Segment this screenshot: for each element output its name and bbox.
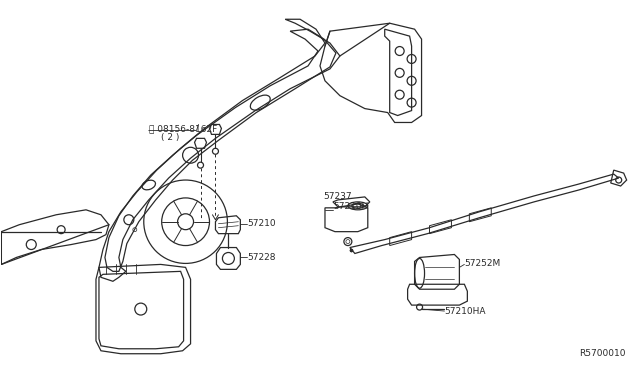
Text: ( 2 ): ( 2 ) xyxy=(161,133,179,142)
Text: 57228: 57228 xyxy=(247,253,276,262)
Text: R5700010: R5700010 xyxy=(579,349,625,358)
Text: 57210HA: 57210HA xyxy=(444,307,486,315)
Text: 57237: 57237 xyxy=(323,192,351,201)
Text: Ⓑ 08156-8162F: Ⓑ 08156-8162F xyxy=(148,124,217,133)
Text: 57210: 57210 xyxy=(247,219,276,228)
Text: 57252M: 57252M xyxy=(465,259,500,268)
Text: 57210H: 57210H xyxy=(333,202,368,211)
